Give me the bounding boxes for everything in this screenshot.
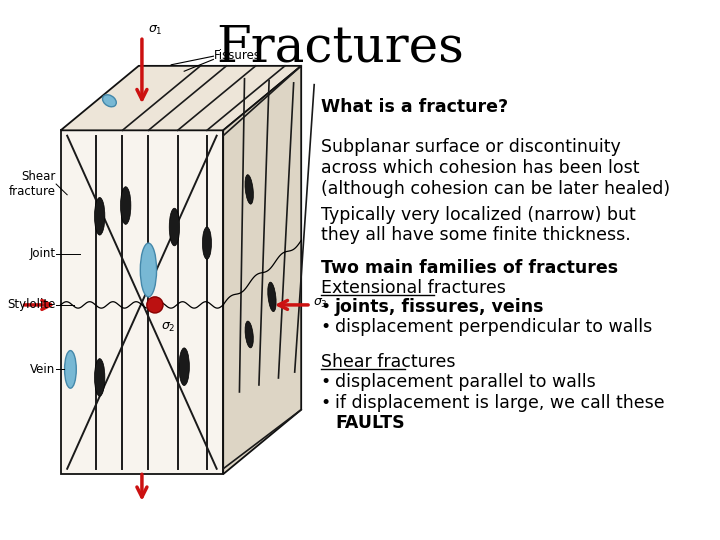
Text: Typically very localized (narrow) but
they all have some finite thickness.: Typically very localized (narrow) but th…: [320, 206, 636, 244]
Text: What is a fracture?: What is a fracture?: [320, 98, 508, 116]
Text: Joint: Joint: [30, 247, 55, 260]
Ellipse shape: [268, 282, 276, 312]
Text: joints, fissures, veins: joints, fissures, veins: [335, 299, 544, 316]
Text: $\sigma_2$: $\sigma_2$: [161, 321, 176, 334]
Ellipse shape: [169, 208, 179, 246]
Text: Subplanar surface or discontinuity
across which cohesion has been lost
(although: Subplanar surface or discontinuity acros…: [320, 138, 670, 198]
Text: Vein: Vein: [30, 363, 55, 376]
Text: •: •: [320, 394, 331, 411]
Text: Shear fractures: Shear fractures: [320, 353, 455, 372]
Ellipse shape: [94, 359, 105, 396]
Polygon shape: [223, 66, 301, 474]
Text: $\sigma_3$: $\sigma_3$: [313, 298, 328, 310]
Polygon shape: [60, 66, 301, 130]
Text: displacement parallel to walls: displacement parallel to walls: [335, 373, 595, 391]
Text: Shear
fracture: Shear fracture: [9, 170, 55, 198]
Text: if displacement is large, we call these: if displacement is large, we call these: [335, 394, 665, 411]
Text: FAULTS: FAULTS: [335, 414, 405, 432]
Ellipse shape: [245, 321, 253, 348]
Text: displacement perpendicular to walls: displacement perpendicular to walls: [335, 319, 652, 336]
Ellipse shape: [65, 350, 76, 388]
Text: •: •: [320, 373, 331, 391]
Ellipse shape: [202, 227, 212, 259]
Text: Extensional fractures: Extensional fractures: [320, 279, 505, 297]
Ellipse shape: [94, 198, 105, 235]
Text: •: •: [320, 319, 331, 336]
Text: Two main families of fractures: Two main families of fractures: [320, 259, 618, 277]
Ellipse shape: [140, 243, 156, 297]
Ellipse shape: [102, 94, 117, 107]
Text: Fractures: Fractures: [216, 23, 464, 72]
Ellipse shape: [179, 348, 189, 386]
Ellipse shape: [147, 297, 163, 313]
Ellipse shape: [245, 175, 253, 204]
Text: •: •: [320, 299, 331, 316]
Ellipse shape: [120, 187, 131, 224]
Text: Fissures: Fissures: [213, 49, 261, 62]
Text: $\sigma_1$: $\sigma_1$: [148, 24, 163, 37]
Text: Stylolite: Stylolite: [7, 299, 55, 312]
Polygon shape: [60, 130, 223, 474]
